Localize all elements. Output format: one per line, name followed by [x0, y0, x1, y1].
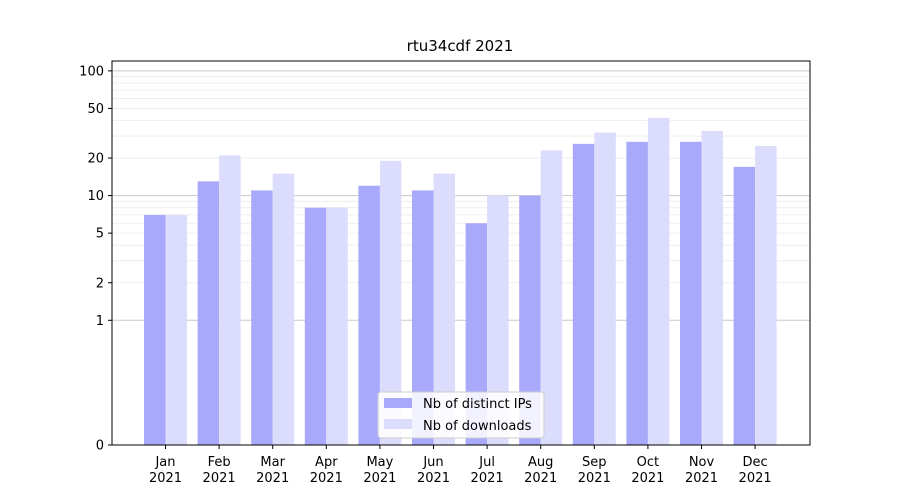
- bar-downloads: [540, 150, 563, 445]
- x-tick-label: Feb 2021: [203, 455, 236, 486]
- y-tick-label: 0: [96, 439, 104, 454]
- y-tick-label: 2: [96, 276, 104, 291]
- bar-downloads: [701, 130, 723, 445]
- bar-downloads: [647, 117, 670, 445]
- legend-label-downloads: Nb of downloads: [423, 419, 532, 434]
- legend: Nb of distinct IPs Nb of downloads: [377, 391, 545, 439]
- x-tick-label: Apr 2021: [310, 455, 343, 486]
- legend-swatch-downloads: [384, 419, 412, 429]
- bar-distinct-ips: [412, 190, 434, 445]
- bar-downloads: [487, 195, 509, 445]
- y-tick-label: 5: [96, 227, 104, 242]
- chart-title: rtu34cdf 2021: [407, 37, 514, 55]
- bar-distinct-ips: [680, 141, 702, 445]
- x-tick-label: Jan 2021: [149, 455, 182, 486]
- bar-downloads: [165, 214, 187, 445]
- bar-distinct-ips: [304, 207, 327, 445]
- bar-distinct-ips: [572, 143, 595, 446]
- x-tick-label: Sep 2021: [578, 455, 611, 486]
- x-axis: Jan 2021 Feb 2021 Mar 2021 Apr 2021 May 2021 Jun 20…: [149, 445, 772, 486]
- bar-distinct-ips: [251, 190, 273, 445]
- legend-label-distinct-ips: Nb of distinct IPs: [423, 397, 532, 412]
- y-tick-label: 50: [87, 102, 104, 117]
- bar-downloads: [755, 145, 777, 446]
- bar-distinct-ips: [358, 185, 380, 445]
- y-tick-label: 20: [87, 152, 104, 167]
- x-tick-label: Dec 2021: [739, 455, 772, 486]
- plot-frame: [111, 60, 811, 446]
- x-tick-label: Nov 2021: [685, 455, 718, 486]
- bar-distinct-ips: [144, 214, 166, 445]
- bar-distinct-ips: [626, 141, 648, 445]
- y-tick-label: 100: [79, 64, 104, 79]
- legend-swatch-distinct-ips: [384, 398, 412, 408]
- x-tick-label: Mar 2021: [256, 455, 289, 486]
- x-tick-label: Aug 2021: [524, 455, 557, 486]
- bar-downloads: [594, 132, 616, 446]
- y-tick-label: 10: [87, 189, 104, 204]
- bar-distinct-ips: [197, 181, 220, 445]
- y-axis: 0 1 2 5 10 20 50 100: [79, 64, 112, 454]
- bar-downloads: [219, 155, 241, 445]
- x-tick-label: Jul 2021: [471, 455, 504, 486]
- bar-distinct-ips: [733, 166, 756, 445]
- y-tick-label: 1: [96, 314, 104, 329]
- bar-downloads: [433, 173, 455, 445]
- bars: [144, 117, 777, 446]
- bar-downloads: [272, 173, 295, 445]
- x-tick-label: May 2021: [363, 455, 396, 486]
- x-tick-label: Jun 2021: [417, 455, 450, 486]
- bar-downloads: [379, 160, 402, 445]
- bar-downloads: [326, 207, 348, 445]
- legend-frame: [377, 391, 545, 439]
- x-tick-label: Oct 2021: [631, 455, 664, 486]
- bar-distinct-ips: [519, 195, 541, 445]
- bar-distinct-ips: [465, 223, 488, 445]
